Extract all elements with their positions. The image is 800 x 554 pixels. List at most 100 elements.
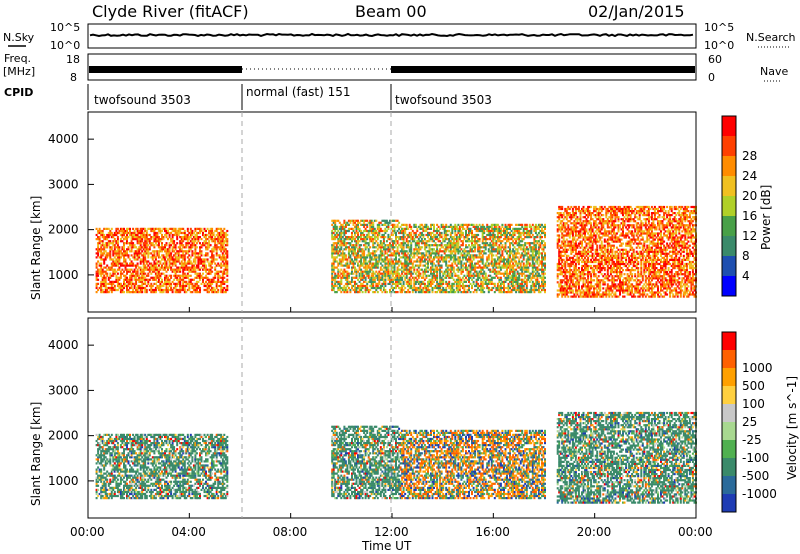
power-cell (127, 231, 130, 235)
power-cell (516, 278, 519, 281)
power-cell (507, 284, 510, 288)
power-cell (417, 233, 420, 237)
power-cell (159, 268, 162, 271)
power-cell (347, 282, 350, 285)
power-cell (477, 233, 480, 237)
power-cell (118, 262, 121, 265)
power-cell (422, 229, 425, 233)
power-cell (110, 284, 113, 288)
power-cell (382, 272, 385, 275)
power-cell (461, 270, 464, 273)
power-cell (536, 236, 539, 239)
power-cell (358, 268, 361, 271)
power-cell (408, 250, 411, 253)
power-cell (455, 278, 458, 281)
power-cell (355, 240, 358, 243)
power-cell (346, 280, 349, 283)
power-cell (123, 244, 125, 247)
power-cell (454, 223, 457, 226)
power-cell (454, 229, 457, 233)
power-cell (463, 280, 466, 283)
power-cell (100, 252, 103, 255)
power-cell (471, 223, 473, 226)
power-cell (98, 272, 101, 275)
power-cell (360, 223, 363, 226)
power-cell (442, 291, 445, 294)
power-cell (361, 272, 364, 275)
power-cell (141, 286, 144, 290)
power-cell (530, 250, 533, 253)
power-cell (440, 278, 443, 281)
power-cell (189, 260, 192, 263)
power-cell (188, 270, 191, 273)
power-cell (465, 258, 467, 261)
power-cell (389, 244, 391, 247)
power-cell (205, 248, 207, 251)
power-cell (211, 227, 214, 230)
power-cell (347, 229, 350, 233)
power-cell (101, 252, 104, 255)
power-cell (487, 227, 490, 230)
power-cell (338, 227, 341, 230)
power-cell (401, 229, 404, 233)
power-cell (474, 238, 477, 241)
power-cell (477, 282, 480, 285)
power-cell (496, 229, 499, 233)
power-cell (123, 229, 125, 233)
power-cell (162, 227, 165, 230)
power-cell (507, 256, 510, 259)
power-cell (533, 264, 536, 267)
power-cell (389, 242, 391, 245)
power-cell (460, 248, 463, 251)
power-cell (372, 227, 375, 230)
power-cell (521, 260, 524, 263)
power-cell (221, 258, 224, 261)
power-cell (428, 248, 431, 251)
power-cell (364, 272, 367, 275)
power-cell (512, 254, 515, 257)
power-cell (405, 291, 408, 294)
power-cell (363, 219, 366, 222)
power-cell (194, 270, 197, 273)
power-cell (165, 288, 168, 292)
power-cell (452, 278, 455, 281)
power-cell (357, 252, 359, 255)
power-cell (490, 276, 493, 279)
power-cell (399, 288, 402, 292)
power-cell (480, 291, 483, 294)
power-cell (165, 233, 168, 237)
power-cell (185, 236, 188, 239)
power-cell (156, 262, 159, 265)
power-cell (370, 282, 373, 285)
power-cell (487, 278, 490, 281)
power-cell (509, 223, 511, 226)
power-cell (501, 244, 504, 247)
power-cell (127, 270, 130, 273)
power-cell (170, 254, 173, 257)
power-cell (396, 274, 399, 277)
power-cell (101, 240, 104, 243)
power-cell (116, 256, 119, 259)
power-cell (136, 233, 139, 237)
power-cell (145, 233, 148, 237)
power-cell (420, 252, 423, 255)
power-cell (101, 270, 104, 273)
power-cell (183, 229, 186, 233)
power-cell (489, 252, 492, 255)
power-cell (360, 244, 363, 247)
power-cell (527, 256, 530, 259)
power-cell (387, 223, 390, 226)
power-cell (185, 291, 188, 294)
power-cell (332, 242, 335, 245)
power-cell (112, 252, 115, 255)
power-cell (106, 274, 109, 277)
power-cell (437, 258, 440, 261)
power-cell (448, 256, 451, 259)
power-cell (457, 260, 460, 263)
power-cell (121, 291, 124, 294)
power-cell (156, 270, 159, 273)
power-cell (165, 256, 168, 259)
power-cell (162, 288, 165, 292)
power-cell (358, 229, 361, 233)
power-cell (144, 258, 147, 261)
